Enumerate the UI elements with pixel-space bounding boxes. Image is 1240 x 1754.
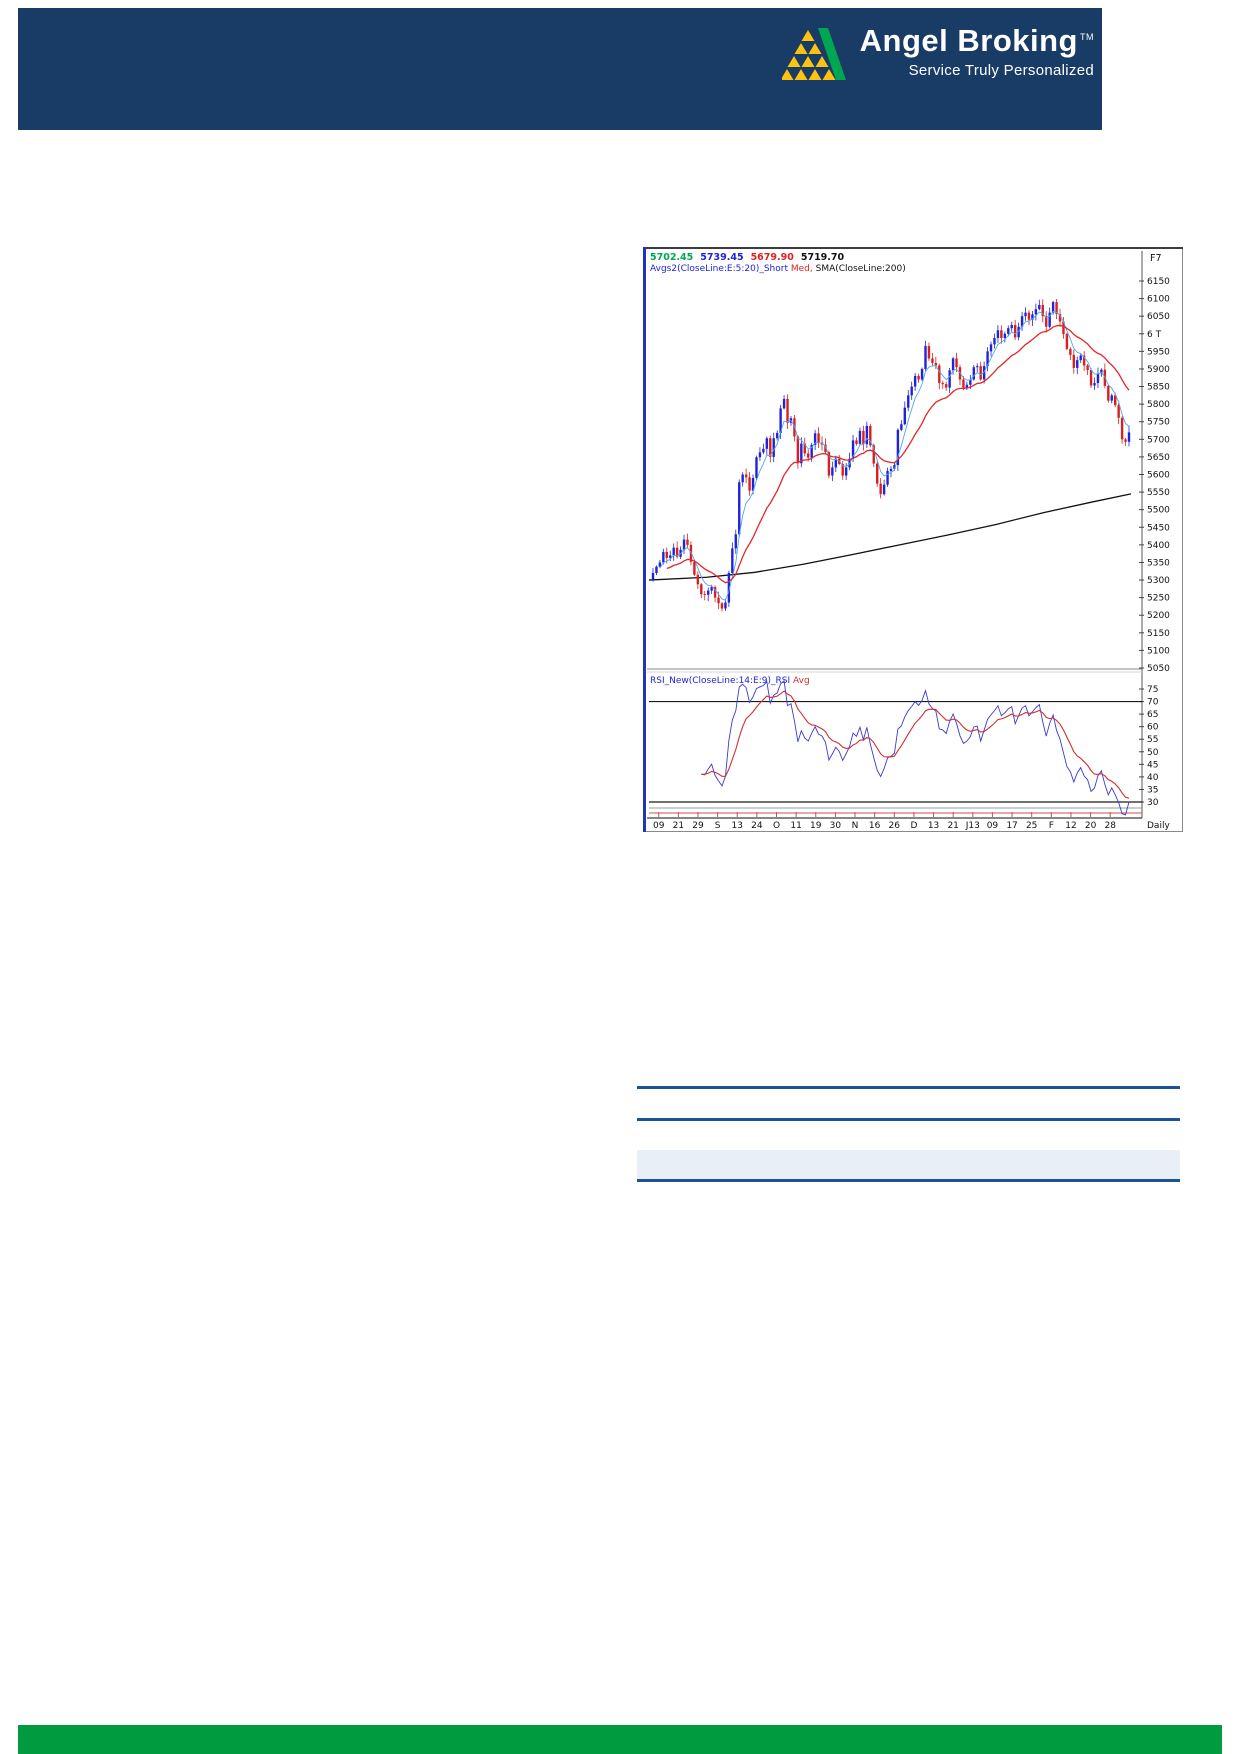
svg-text:09: 09 [653, 821, 665, 831]
svg-text:19: 19 [810, 821, 822, 831]
svg-text:5600: 5600 [1147, 471, 1170, 481]
svg-text:45: 45 [1147, 760, 1158, 770]
svg-text:12: 12 [1065, 821, 1076, 831]
svg-text:5700: 5700 [1147, 435, 1170, 445]
svg-text:5050: 5050 [1147, 664, 1170, 674]
footer-band [18, 1725, 1222, 1754]
angel-broking-logo-icon [780, 28, 846, 91]
svg-text:5650: 5650 [1147, 453, 1170, 463]
svg-text:50: 50 [1147, 748, 1159, 758]
svg-text:5800: 5800 [1147, 400, 1170, 410]
svg-text:D: D [910, 821, 917, 831]
header-band: Angel Broking TM Service Truly Personaliz… [18, 8, 1102, 130]
svg-text:16: 16 [869, 821, 881, 831]
table-highlight-band [637, 1150, 1180, 1179]
svg-text:30: 30 [1147, 798, 1159, 808]
svg-text:25: 25 [1026, 821, 1037, 831]
svg-text:6100: 6100 [1147, 295, 1170, 305]
trademark-symbol: TM [1080, 31, 1094, 42]
angel-broking-logo: Angel Broking TM Service Truly Personaliz… [780, 23, 1094, 91]
svg-text:5200: 5200 [1147, 611, 1170, 621]
svg-text:26: 26 [889, 821, 901, 831]
svg-text:5350: 5350 [1147, 558, 1170, 568]
svg-text:5250: 5250 [1147, 594, 1170, 604]
brand-name: Angel Broking TM [859, 23, 1094, 58]
svg-text:40: 40 [1147, 773, 1159, 783]
svg-text:20: 20 [1085, 821, 1097, 831]
svg-text:5850: 5850 [1147, 383, 1170, 393]
svg-text:O: O [773, 821, 780, 831]
svg-text:Daily: Daily [1147, 821, 1170, 831]
svg-text:28: 28 [1104, 821, 1116, 831]
svg-text:S: S [715, 821, 721, 831]
svg-text:6150: 6150 [1147, 277, 1170, 287]
svg-text:6050: 6050 [1147, 312, 1170, 322]
svg-text:5100: 5100 [1147, 646, 1170, 656]
svg-text:5450: 5450 [1147, 523, 1170, 533]
svg-text:5750: 5750 [1147, 418, 1170, 428]
svg-text:70: 70 [1147, 698, 1159, 708]
svg-text:5300: 5300 [1147, 576, 1170, 586]
svg-text:5950: 5950 [1147, 347, 1170, 357]
svg-text:5900: 5900 [1147, 365, 1170, 375]
svg-text:F: F [1049, 821, 1054, 831]
table-rule-middle [637, 1118, 1180, 1121]
svg-text:5150: 5150 [1147, 629, 1170, 639]
svg-text:5550: 5550 [1147, 488, 1170, 498]
svg-text:5400: 5400 [1147, 541, 1170, 551]
svg-text:Avgs2(CloseLine:E:5:20)_Short: Avgs2(CloseLine:E:5:20)_Short Med, SMA(C… [650, 264, 906, 274]
svg-text:5500: 5500 [1147, 506, 1170, 516]
svg-text:75: 75 [1147, 685, 1158, 695]
table-rule-top [637, 1086, 1180, 1089]
svg-text:13: 13 [928, 821, 939, 831]
svg-text:30: 30 [830, 821, 842, 831]
svg-text:F7: F7 [1150, 253, 1162, 264]
svg-text:17: 17 [1006, 821, 1017, 831]
svg-text:N: N [852, 821, 859, 831]
svg-text:21: 21 [947, 821, 958, 831]
svg-text:RSI_New(CloseLine:14:E:9)_RSI: RSI_New(CloseLine:14:E:9)_RSI Avg [650, 676, 810, 686]
svg-text:65: 65 [1147, 710, 1158, 720]
svg-text:21: 21 [673, 821, 684, 831]
svg-text:13: 13 [732, 821, 743, 831]
svg-text:11: 11 [790, 821, 801, 831]
daily-candlestick-chart: 6150 6100 6050 6 T 5950 5900 5850 5800 5750 5700 5… [643, 247, 1183, 832]
brand-tagline: Service Truly Personalized [908, 62, 1094, 80]
svg-text:6 T: 6 T [1147, 330, 1162, 340]
svg-text:35: 35 [1147, 785, 1158, 795]
table-rule-bottom [637, 1179, 1180, 1182]
svg-text:J13: J13 [965, 821, 980, 831]
svg-text:60: 60 [1147, 723, 1159, 733]
svg-text:09: 09 [987, 821, 999, 831]
svg-text:24: 24 [751, 821, 763, 831]
svg-text:55: 55 [1147, 735, 1158, 745]
svg-text:29: 29 [692, 821, 704, 831]
